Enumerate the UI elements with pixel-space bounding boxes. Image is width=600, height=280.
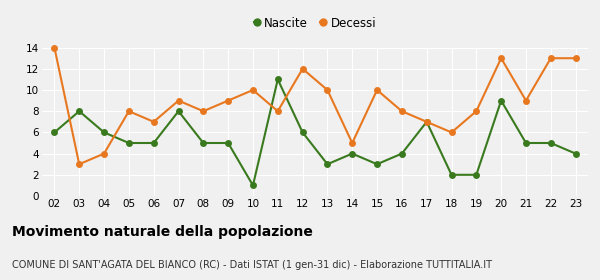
Decessi [497, 57, 505, 60]
Line: Nascite: Nascite [51, 76, 579, 189]
Decessi [473, 109, 480, 113]
Nascite [523, 141, 530, 145]
Nascite [224, 141, 232, 145]
Decessi [398, 109, 406, 113]
Nascite [497, 99, 505, 102]
Decessi [373, 88, 380, 92]
Nascite [324, 162, 331, 166]
Nascite [76, 109, 83, 113]
Text: Movimento naturale della popolazione: Movimento naturale della popolazione [12, 225, 313, 239]
Decessi [572, 57, 579, 60]
Nascite [125, 141, 133, 145]
Decessi [224, 99, 232, 102]
Nascite [572, 152, 579, 155]
Decessi [324, 88, 331, 92]
Nascite [51, 131, 58, 134]
Nascite [423, 120, 430, 123]
Nascite [250, 184, 257, 187]
Decessi [51, 46, 58, 49]
Nascite [200, 141, 207, 145]
Nascite [349, 152, 356, 155]
Line: Decessi: Decessi [51, 44, 579, 168]
Legend: Nascite, Decessi: Nascite, Decessi [249, 12, 381, 34]
Decessi [274, 109, 281, 113]
Decessi [76, 162, 83, 166]
Nascite [373, 162, 380, 166]
Decessi [250, 88, 257, 92]
Decessi [100, 152, 107, 155]
Nascite [150, 141, 157, 145]
Nascite [448, 173, 455, 176]
Nascite [175, 109, 182, 113]
Decessi [125, 109, 133, 113]
Nascite [473, 173, 480, 176]
Decessi [175, 99, 182, 102]
Decessi [299, 67, 306, 71]
Decessi [423, 120, 430, 123]
Nascite [547, 141, 554, 145]
Text: COMUNE DI SANT'AGATA DEL BIANCO (RC) - Dati ISTAT (1 gen-31 dic) - Elaborazione : COMUNE DI SANT'AGATA DEL BIANCO (RC) - D… [12, 260, 492, 270]
Decessi [200, 109, 207, 113]
Decessi [523, 99, 530, 102]
Decessi [349, 141, 356, 145]
Decessi [448, 131, 455, 134]
Decessi [547, 57, 554, 60]
Decessi [150, 120, 157, 123]
Nascite [299, 131, 306, 134]
Nascite [274, 78, 281, 81]
Nascite [398, 152, 406, 155]
Nascite [100, 131, 107, 134]
